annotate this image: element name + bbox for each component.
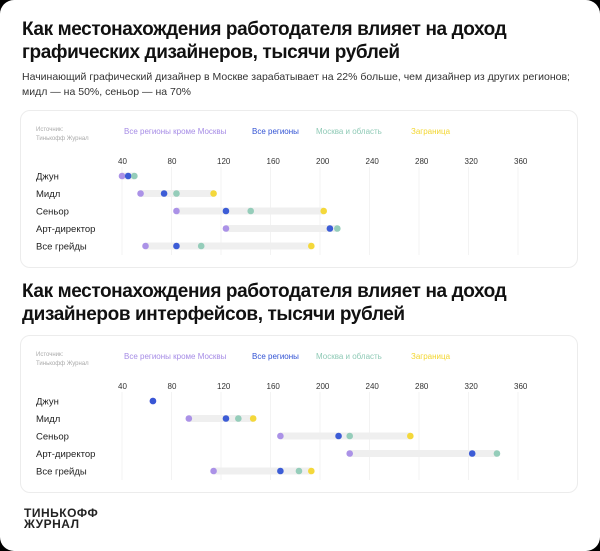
x-tick-label: 240 xyxy=(366,382,380,391)
row-label: Арт-директор xyxy=(36,224,95,235)
data-point xyxy=(210,467,217,475)
data-point xyxy=(235,415,242,422)
legend-item: Заграница xyxy=(411,352,451,361)
range-bar xyxy=(280,432,411,440)
x-tick-label: 320 xyxy=(465,382,479,391)
data-point xyxy=(222,225,230,232)
x-tick-label: 280 xyxy=(415,382,429,391)
x-tick-label: 40 xyxy=(118,157,127,166)
data-point xyxy=(468,450,476,457)
data-point xyxy=(173,190,180,197)
legend-item: Все регионы кроме Москвы xyxy=(124,127,227,136)
data-point xyxy=(346,450,354,457)
x-tick-label: 160 xyxy=(267,157,281,166)
data-point xyxy=(118,172,126,180)
data-point xyxy=(320,207,328,215)
chart-1-plot: Источник: Тинькофф Журнал Все регионы кром… xyxy=(36,127,528,255)
row-label: Джун xyxy=(36,397,59,408)
data-point xyxy=(249,415,257,422)
data-point xyxy=(149,397,157,405)
tinkoff-journal-logo: ТИНЬКОФФ ЖУРНАЛ xyxy=(24,506,99,531)
x-tick-label: 320 xyxy=(465,157,479,166)
data-point xyxy=(346,432,354,440)
x-tick-label: 240 xyxy=(366,157,380,166)
x-tick-label: 80 xyxy=(168,157,177,166)
range-bar xyxy=(349,450,497,457)
x-tick-label: 200 xyxy=(316,157,330,166)
range-bar xyxy=(225,225,338,232)
data-point xyxy=(131,172,138,180)
legend-item: Заграница xyxy=(411,127,451,136)
data-point xyxy=(142,242,149,250)
data-point xyxy=(222,207,230,215)
data-point xyxy=(173,242,180,250)
x-tick-label: 160 xyxy=(267,382,281,391)
row-label: Сеньор xyxy=(36,207,69,218)
row-label: Джун xyxy=(36,172,59,183)
data-point xyxy=(308,467,315,475)
logo-line-2: ЖУРНАЛ xyxy=(24,517,80,531)
range-bar xyxy=(188,415,254,422)
data-point xyxy=(160,190,168,197)
legend-item: Москва и область xyxy=(316,352,382,361)
legend-item: Все регионы xyxy=(252,352,299,361)
legend-item: Все регионы xyxy=(252,127,299,136)
x-tick-label: 80 xyxy=(168,382,177,391)
row-label: Все грейды xyxy=(36,242,87,253)
data-point xyxy=(334,225,341,232)
data-point xyxy=(308,242,315,250)
data-point xyxy=(222,415,230,422)
row-label: Арт-директор xyxy=(36,449,95,460)
chart-2-title: Как местонахождения работодателя влияет … xyxy=(22,281,507,325)
source-label: Тинькофф Журнал xyxy=(36,361,89,367)
data-point xyxy=(335,432,342,440)
chart-2-plot: Источник: Тинькофф Журнал Все регионы кром… xyxy=(36,352,528,480)
data-point xyxy=(173,207,180,215)
legend-item: Москва и область xyxy=(316,127,382,136)
range-bar xyxy=(213,467,312,475)
x-tick-label: 360 xyxy=(514,382,528,391)
data-point xyxy=(407,432,414,440)
chart-1-card: Источник: Тинькофф Журнал Все регионы кром… xyxy=(20,110,578,268)
data-point xyxy=(295,467,303,475)
logo-line-1: ТИНЬКОФФ xyxy=(24,506,99,520)
chart-2-card: Источник: Тинькофф Журнал Все регионы кром… xyxy=(20,335,578,493)
x-tick-label: 280 xyxy=(415,157,429,166)
chart-1-subtitle: Начинающий графический дизайнер в Москве… xyxy=(22,71,570,98)
row-label: Мидл xyxy=(36,189,60,200)
row-label: Сеньор xyxy=(36,432,69,443)
x-tick-label: 120 xyxy=(217,382,231,391)
x-tick-label: 360 xyxy=(514,157,528,166)
row-label: Все грейды xyxy=(36,467,87,478)
data-point xyxy=(247,207,254,215)
x-tick-label: 40 xyxy=(118,382,127,391)
data-point xyxy=(277,432,284,440)
source-label: Источник: xyxy=(36,127,64,133)
data-point xyxy=(124,172,132,180)
source-label: Тинькофф Журнал xyxy=(36,136,89,142)
legend-item: Все регионы кроме Москвы xyxy=(124,352,227,361)
data-point xyxy=(210,190,217,197)
range-bar xyxy=(145,242,312,250)
row-label: Мидл xyxy=(36,414,60,425)
chart-1-title: Как местонахождения работодателя влияет … xyxy=(22,19,507,63)
data-point xyxy=(197,242,205,250)
data-point xyxy=(277,467,284,475)
source-label: Источник: xyxy=(36,352,64,358)
data-point xyxy=(137,190,144,197)
data-point xyxy=(493,450,501,457)
x-tick-label: 200 xyxy=(316,382,330,391)
data-point xyxy=(185,415,193,422)
data-point xyxy=(326,225,334,232)
x-tick-label: 120 xyxy=(217,157,231,166)
